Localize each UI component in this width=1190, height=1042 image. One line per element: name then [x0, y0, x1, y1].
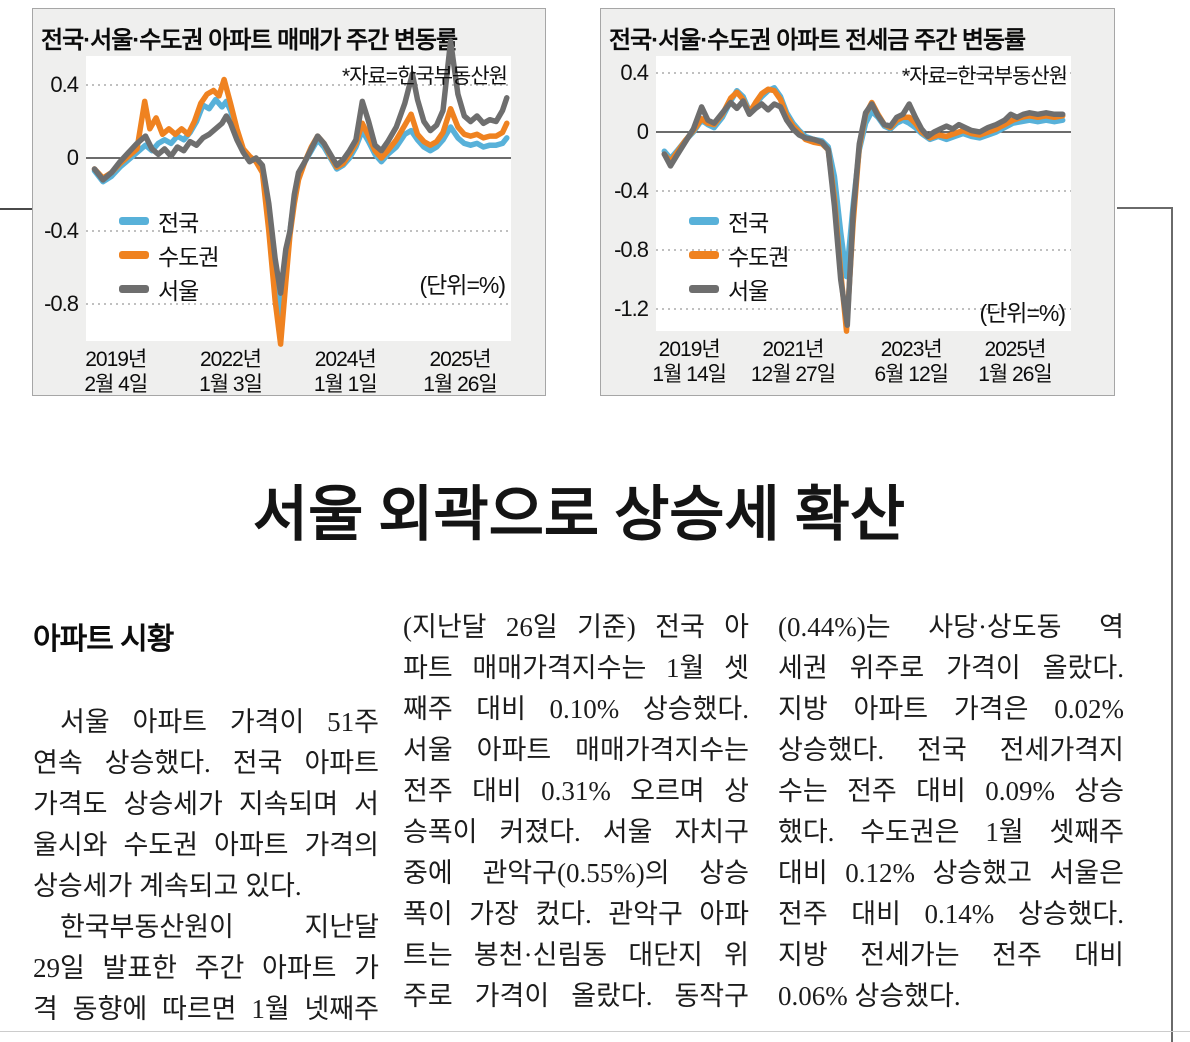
x-tick-label: 2025년 1월 26일: [423, 348, 498, 396]
y-axis-labels: 0.4 0 -0.4 -0.8: [33, 56, 79, 341]
article-text-line: 했다. 수도권은 1월 셋째주: [778, 817, 1124, 847]
bottom-page-rule: [0, 1031, 1190, 1032]
article-text-line: 폭이 가장 컸다. 관악구 아파: [403, 899, 749, 929]
article-text-line: 격 동향에 따르면 1월 넷째주: [33, 994, 379, 1024]
article-text-line: 상승세가 계속되고 있다.: [33, 871, 302, 901]
y-tick-label: -0.4: [614, 178, 649, 203]
chart-canvas: [656, 72, 1071, 334]
y-axis-labels: 0.4 0 -0.4 -0.8 -1.2: [601, 56, 649, 331]
y-tick-label: -1.2: [614, 296, 649, 321]
article-text-line: 전주 대비 0.14% 상승했다.: [778, 899, 1124, 929]
left-column-rule: [0, 208, 38, 210]
article-text-line: 세권 위주로 가격이 올랐다.: [778, 653, 1124, 683]
legend-item: 수도권: [689, 238, 789, 272]
article-text-line: 째주 대비 0.10% 상승했다.: [403, 694, 749, 724]
right-column-rule-horizontal: [1117, 207, 1173, 209]
article-text-line: 지방 아파트 가격은 0.02%: [778, 694, 1124, 724]
x-tick-label: 2021년 12월 27일: [750, 338, 836, 386]
y-tick-label: 0.4: [620, 60, 649, 85]
article-text-line: 지방 전세가는 전주 대비: [778, 940, 1124, 970]
article-text-line: 승폭이 커졌다. 서울 자치구: [403, 817, 749, 847]
legend-swatch-icon: [689, 217, 719, 225]
y-tick-label: -0.8: [44, 291, 79, 316]
article-text-line: 한국부동산원이 지난달: [60, 912, 379, 942]
article-text-line: 파트 매매가격지수는 1월 셋: [403, 653, 749, 683]
legend-item: 수도권: [119, 238, 219, 272]
sale-price-chart-panel: 전국·서울·수도권 아파트 매매가 주간 변동률 *자료=한국부동산원 (단위=…: [32, 8, 546, 396]
x-tick-label: 2023년 6월 12일: [874, 338, 949, 386]
article-text-line: 중에 관악구(0.55%)의 상승: [403, 858, 749, 888]
y-tick-label: -0.8: [614, 237, 649, 262]
x-tick-label: 2019년 2월 4일: [84, 348, 148, 396]
article-text-line: 연속 상승했다. 전국 아파트: [33, 748, 379, 778]
legend-label: 수도권: [158, 244, 219, 270]
legend-swatch-icon: [689, 285, 719, 293]
x-tick-label: 2025년 1월 26일: [978, 338, 1053, 386]
article-text-line: (0.44%)는 사당·상도동 역: [778, 612, 1124, 642]
jeonse-price-chart-panel: 전국·서울·수도권 아파트 전세금 주간 변동률 *자료=한국부동산원 (단위=…: [600, 8, 1115, 396]
article-text-line: 전주 대비 0.31% 오르며 상: [403, 776, 749, 806]
chart-canvas: [86, 38, 511, 347]
legend-swatch-icon: [119, 285, 149, 293]
legend-label: 서울: [728, 278, 769, 304]
legend-label: 전국: [728, 210, 769, 236]
legend-item: 전국: [119, 204, 218, 238]
article-text-line: 주로 가격이 올랐다. 동작구: [403, 981, 749, 1011]
legend-label: 서울: [158, 278, 199, 304]
chart-source-note: *자료=한국부동산원: [902, 65, 1068, 88]
x-tick-label: 2019년 1월 14일: [652, 338, 727, 386]
y-tick-label: 0.4: [50, 72, 79, 97]
legend-item: 전국: [689, 204, 788, 238]
article-text-line: 29일 발표한 주간 아파트 가: [33, 953, 379, 983]
y-tick-label: 0: [636, 119, 649, 144]
legend-swatch-icon: [119, 251, 149, 259]
right-column-rule-vertical: [1171, 207, 1173, 1042]
x-tick-label: 2024년 1월 1일: [313, 348, 378, 396]
article-text-line: 수는 전주 대비 0.09% 상승: [778, 776, 1124, 806]
article-text-line: 가격도 상승세가 지속되며 서: [33, 789, 379, 819]
legend-label: 전국: [158, 210, 199, 236]
legend-swatch-icon: [689, 251, 719, 259]
legend-item: 서울: [689, 272, 788, 306]
article-headline: 서울 외곽으로 상승세 확산: [252, 482, 906, 548]
series-line-서울: [91, 38, 510, 296]
x-tick-label: 2022년 1월 3일: [199, 348, 263, 396]
section-header: 아파트 시황: [33, 623, 174, 656]
chart-title: 전국·서울·수도권 아파트 전세금 주간 변동률: [609, 27, 1026, 54]
article-text-line: 0.06% 상승했다.: [778, 981, 961, 1011]
article-text-line: 트는 봉천·신림동 대단지 위: [403, 940, 749, 970]
chart-title: 전국·서울·수도권 아파트 매매가 주간 변동률: [41, 27, 458, 54]
article-text-line: 대비 0.12% 상승했고 서울은: [778, 858, 1124, 888]
article-text-line: 상승했다. 전국 전세가격지: [778, 735, 1124, 765]
article-text-line: 서울 아파트 가격이 51주: [60, 707, 379, 737]
legend-swatch-icon: [119, 217, 149, 225]
y-tick-label: -0.4: [44, 218, 79, 243]
chart-unit-label: (단위=%): [419, 272, 506, 298]
article-text-line: (지난달 26일 기준) 전국 아: [403, 612, 749, 642]
chart-unit-label: (단위=%): [979, 300, 1066, 326]
chart-source-note: *자료=한국부동산원: [342, 65, 508, 88]
article-text-line: 울시와 수도권 아파트 가격의: [33, 830, 379, 860]
y-tick-label: 0: [66, 145, 79, 170]
legend-item: 서울: [119, 272, 218, 306]
legend-label: 수도권: [728, 244, 789, 270]
article-text-line: 서울 아파트 매매가격지수는: [403, 735, 749, 765]
series-line-서울: [661, 98, 1066, 328]
